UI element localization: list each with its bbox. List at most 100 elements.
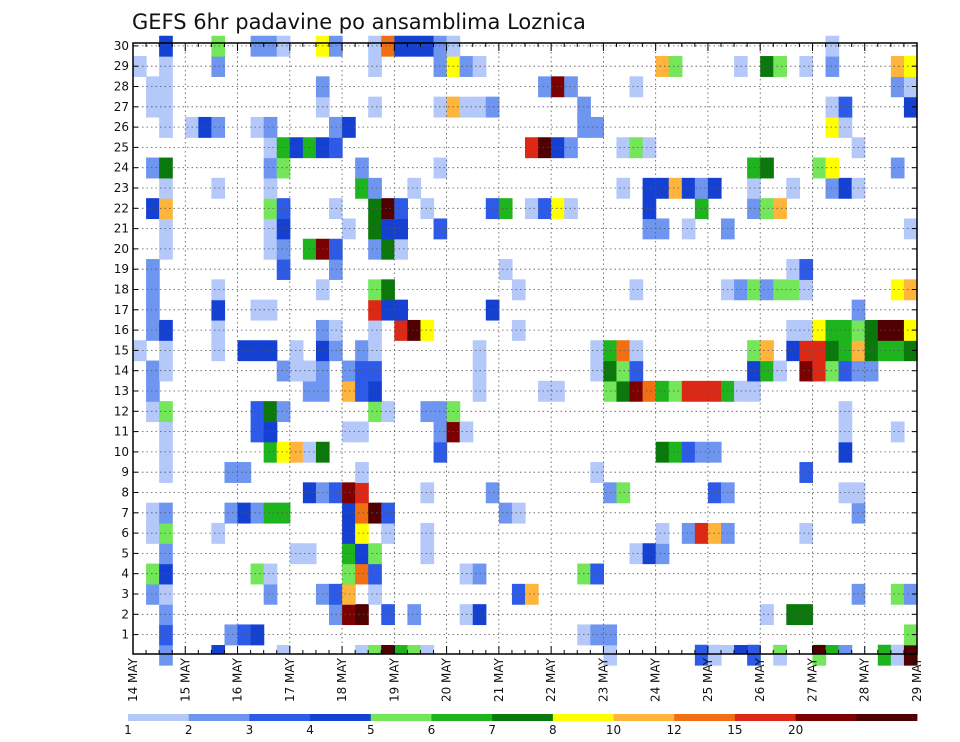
heatmap-cell bbox=[420, 645, 435, 654]
heatmap-cell bbox=[747, 340, 761, 362]
heatmap-cell bbox=[368, 35, 382, 57]
x-tick-label: 21 MAY bbox=[492, 657, 506, 702]
heatmap-cell bbox=[394, 238, 408, 260]
heatmap-cell bbox=[146, 401, 160, 423]
x-tick-label: 19 MAY bbox=[387, 657, 401, 702]
y-tick-label: 21 bbox=[114, 222, 129, 236]
heatmap-cell bbox=[355, 421, 369, 443]
heatmap-cell bbox=[747, 157, 761, 179]
heatmap-cell bbox=[799, 279, 814, 301]
heatmap-cell bbox=[799, 340, 814, 362]
heatmap-cell bbox=[564, 137, 578, 159]
heatmap-cell bbox=[786, 177, 800, 199]
heatmap-cell bbox=[903, 583, 918, 605]
heatmap-cell bbox=[394, 319, 408, 341]
heatmap-cell bbox=[747, 279, 761, 301]
heatmap-cell bbox=[773, 56, 787, 77]
colorbar-label: 12 bbox=[667, 723, 682, 737]
heatmap-cell bbox=[903, 96, 918, 118]
heatmap-cell bbox=[263, 116, 278, 138]
heatmap-cell bbox=[146, 157, 160, 179]
heatmap-cell bbox=[525, 137, 539, 159]
heatmap-cell bbox=[760, 157, 774, 179]
x-tick-label: 23 MAY bbox=[596, 657, 610, 702]
heatmap-cell bbox=[551, 76, 565, 98]
heatmap-cell bbox=[694, 198, 709, 220]
heatmap-cell bbox=[133, 340, 147, 362]
heatmap-cell bbox=[342, 482, 356, 504]
heatmap-cell bbox=[133, 56, 147, 77]
heatmap-cell bbox=[237, 502, 252, 524]
heatmap-cell bbox=[890, 421, 905, 443]
heatmap-cell bbox=[211, 522, 226, 544]
heatmap-cell bbox=[263, 238, 278, 260]
heatmap-cell bbox=[825, 177, 840, 199]
heatmap-cell bbox=[146, 96, 160, 118]
colorbar-segment bbox=[370, 714, 432, 721]
colorbar-label: 7 bbox=[488, 723, 496, 737]
heatmap-cell bbox=[511, 279, 526, 301]
heatmap-cell bbox=[420, 198, 435, 220]
heatmap-cell bbox=[420, 543, 435, 565]
heatmap-cell bbox=[773, 198, 787, 220]
heatmap-cell bbox=[289, 340, 304, 362]
heatmap-cell bbox=[616, 482, 631, 504]
y-tick-label: 11 bbox=[114, 425, 129, 439]
x-tick-label: 25 MAY bbox=[701, 657, 715, 702]
x-tick-label: 18 MAY bbox=[335, 657, 349, 702]
heatmap-cell bbox=[146, 380, 160, 402]
heatmap-cell bbox=[760, 56, 774, 77]
heatmap-cell bbox=[694, 177, 709, 199]
heatmap-cell bbox=[263, 502, 278, 524]
heatmap-cell bbox=[394, 299, 408, 321]
heatmap-cell bbox=[694, 644, 709, 666]
heatmap-cell bbox=[721, 645, 735, 654]
heatmap-cell bbox=[276, 259, 291, 280]
heatmap-cell bbox=[342, 583, 356, 605]
heatmap-cell bbox=[825, 116, 840, 138]
heatmap-cell bbox=[616, 137, 631, 159]
heatmap-cell bbox=[250, 340, 265, 362]
y-tick-label: 6 bbox=[121, 526, 129, 540]
colorbar-segment bbox=[128, 714, 190, 721]
heatmap-cell bbox=[786, 259, 800, 280]
heatmap-cell bbox=[694, 522, 709, 544]
heatmap-cell bbox=[368, 502, 382, 524]
heatmap-cell bbox=[538, 198, 552, 220]
y-tick-label: 4 bbox=[121, 567, 129, 581]
heatmap-cell bbox=[890, 279, 905, 301]
heatmap-cell bbox=[825, 157, 840, 179]
heatmap-cell bbox=[747, 644, 761, 666]
heatmap-cell bbox=[394, 218, 408, 240]
heatmap-cell bbox=[498, 502, 513, 524]
heatmap-cell bbox=[146, 198, 160, 220]
heatmap-cell bbox=[211, 116, 226, 138]
heatmap-cell bbox=[799, 604, 814, 626]
heatmap-cell bbox=[903, 279, 918, 301]
heatmap-cell bbox=[394, 198, 408, 220]
y-tick-label: 8 bbox=[121, 486, 129, 500]
x-tick-label: 26 MAY bbox=[753, 657, 767, 702]
heatmap-cell bbox=[368, 340, 382, 362]
heatmap-cell bbox=[564, 76, 578, 98]
heatmap-cell bbox=[655, 522, 670, 544]
colorbar-label: 5 bbox=[367, 723, 375, 737]
x-tick-label: 22 MAY bbox=[544, 657, 558, 702]
heatmap-cell bbox=[903, 218, 918, 240]
heatmap-cell bbox=[642, 177, 657, 199]
heatmap-cell bbox=[211, 279, 226, 301]
heatmap-cell bbox=[420, 35, 435, 57]
heatmap-cell bbox=[642, 198, 657, 220]
heatmap-cell bbox=[420, 482, 435, 504]
heatmap-cell bbox=[289, 543, 304, 565]
heatmap-cell bbox=[342, 543, 356, 565]
heatmap-cell bbox=[407, 319, 422, 341]
colorbar: 1 2 3 4 5 6 7 8 10 12 15 20 bbox=[124, 714, 918, 737]
heatmap-cell bbox=[355, 645, 369, 654]
heatmap-cell bbox=[629, 279, 644, 301]
heatmap-cell bbox=[276, 645, 291, 654]
heatmap-cell bbox=[355, 563, 369, 585]
heatmap-cell bbox=[263, 340, 278, 362]
heatmap-cell bbox=[250, 502, 265, 524]
